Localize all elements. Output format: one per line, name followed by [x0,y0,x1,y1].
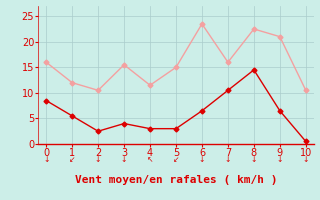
Text: ↓: ↓ [277,155,283,164]
Text: ↓: ↓ [251,155,257,164]
Text: ↖: ↖ [147,155,153,164]
Text: ↓: ↓ [225,155,231,164]
Text: ↓: ↓ [199,155,205,164]
Text: ↓: ↓ [303,155,309,164]
Text: ↙: ↙ [173,155,179,164]
X-axis label: Vent moyen/en rafales ( km/h ): Vent moyen/en rafales ( km/h ) [75,175,277,185]
Text: ↓: ↓ [43,155,49,164]
Text: ↓: ↓ [121,155,127,164]
Text: ↓: ↓ [95,155,101,164]
Text: ↙: ↙ [69,155,75,164]
